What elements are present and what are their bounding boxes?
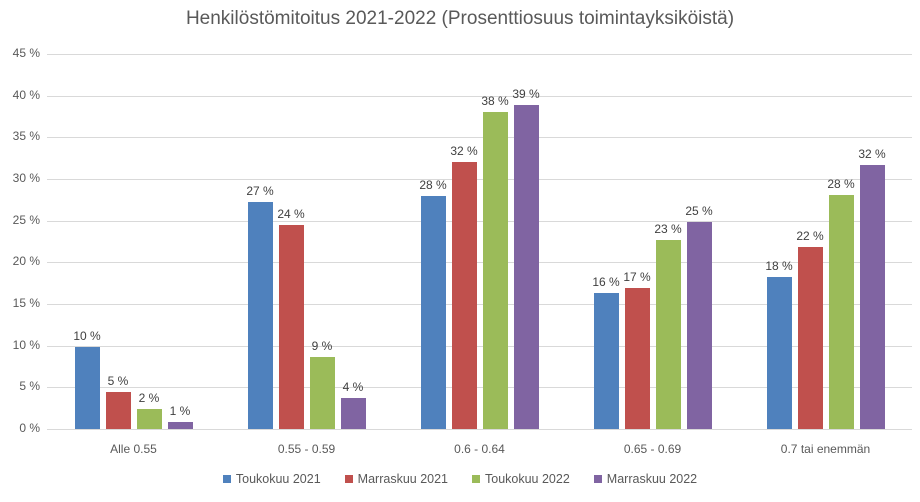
bar	[686, 222, 712, 429]
plot-area: 10 % 5 % 2 % 1 % 27 % 24 % 9 % 4 % 28 % 32 % 38 % 3…	[47, 54, 912, 430]
data-label: 38 %	[481, 94, 509, 109]
bar	[105, 391, 131, 429]
y-tick-label: 40 %	[12, 87, 40, 102]
bar	[309, 356, 335, 429]
gridline	[47, 262, 912, 264]
chart-title: Henkilöstömitoitus 2021-2022 (Prosenttio…	[185, 8, 735, 29]
bar	[655, 239, 681, 429]
bar	[167, 421, 193, 429]
y-tick-label: 45 %	[12, 46, 40, 60]
legend-label: Marraskuu 2022	[606, 472, 698, 486]
bar	[74, 346, 100, 429]
x-category-label: Alle 0.55	[110, 442, 157, 456]
bar	[828, 194, 854, 429]
legend-swatch-icon	[472, 475, 480, 483]
data-label: 1 %	[169, 403, 191, 418]
data-label: 5 %	[107, 373, 129, 388]
y-tick-label: 15 %	[12, 296, 40, 310]
data-label: 39 %	[512, 86, 540, 101]
bar	[482, 112, 508, 429]
data-label: 32 %	[450, 143, 478, 158]
gridline	[47, 220, 912, 222]
y-tick-label: 5 %	[19, 379, 40, 394]
data-label: 22 %	[796, 228, 824, 243]
bar	[513, 104, 539, 429]
gridline	[47, 179, 912, 180]
x-category-label: 0.7 tai enemmän	[780, 442, 871, 456]
data-label: 10 %	[73, 328, 101, 343]
bar	[247, 202, 273, 429]
bar	[278, 224, 304, 429]
y-tick-label: 25 %	[12, 212, 40, 227]
bar	[797, 246, 823, 429]
gridline	[47, 54, 912, 55]
legend-swatch-icon	[222, 475, 231, 483]
bar	[136, 409, 162, 429]
bar	[420, 195, 446, 429]
data-label: 32 %	[858, 146, 886, 161]
gridline	[47, 304, 912, 305]
legend-swatch-icon	[593, 475, 602, 483]
data-label: 4 %	[342, 380, 364, 395]
x-category-label: 0.65 - 0.69	[623, 442, 682, 456]
legend-item: Toukokuu 2021	[222, 472, 321, 486]
data-label: 28 %	[419, 177, 447, 192]
legend-item: Toukokuu 2022	[472, 472, 570, 486]
data-label: 24 %	[277, 206, 305, 221]
legend-label: Toukokuu 2021	[235, 472, 321, 486]
data-label: 2 %	[138, 391, 160, 405]
bar	[766, 276, 792, 429]
data-label: 23 %	[654, 221, 682, 236]
gridline	[47, 387, 912, 389]
y-tick-label: 0 %	[19, 421, 40, 435]
y-tick-label: 35 %	[12, 129, 40, 144]
legend-item: Marraskuu 2021	[344, 472, 448, 486]
bar	[859, 164, 885, 429]
x-category-label: 0.55 - 0.59	[277, 442, 336, 456]
gridline	[47, 95, 912, 97]
data-label: 25 %	[685, 204, 713, 219]
bar	[593, 293, 619, 429]
bar	[340, 398, 366, 429]
data-label: 17 %	[623, 270, 651, 285]
data-label: 27 %	[246, 184, 274, 199]
y-tick-label: 20 %	[12, 254, 40, 269]
data-label: 9 %	[311, 338, 333, 353]
gridline	[47, 137, 912, 139]
x-category-label: 0.6 - 0.64	[454, 442, 505, 456]
data-label: 28 %	[827, 176, 855, 191]
y-tick-label: 30 %	[12, 171, 40, 185]
gridline	[47, 429, 912, 430]
data-label: 16 %	[592, 275, 620, 290]
gridline	[47, 345, 912, 347]
y-tick-label: 10 %	[12, 337, 40, 352]
bar	[451, 161, 477, 429]
legend-label: Toukokuu 2022	[485, 472, 570, 486]
legend: Toukokuu 2021 Marraskuu 2021 Toukokuu 2022…	[0, 472, 920, 486]
data-label: 18 %	[765, 258, 793, 273]
legend-label: Marraskuu 2021	[357, 472, 448, 486]
bar	[624, 288, 650, 429]
legend-item: Marraskuu 2022	[593, 472, 698, 486]
legend-swatch-icon	[344, 475, 353, 483]
